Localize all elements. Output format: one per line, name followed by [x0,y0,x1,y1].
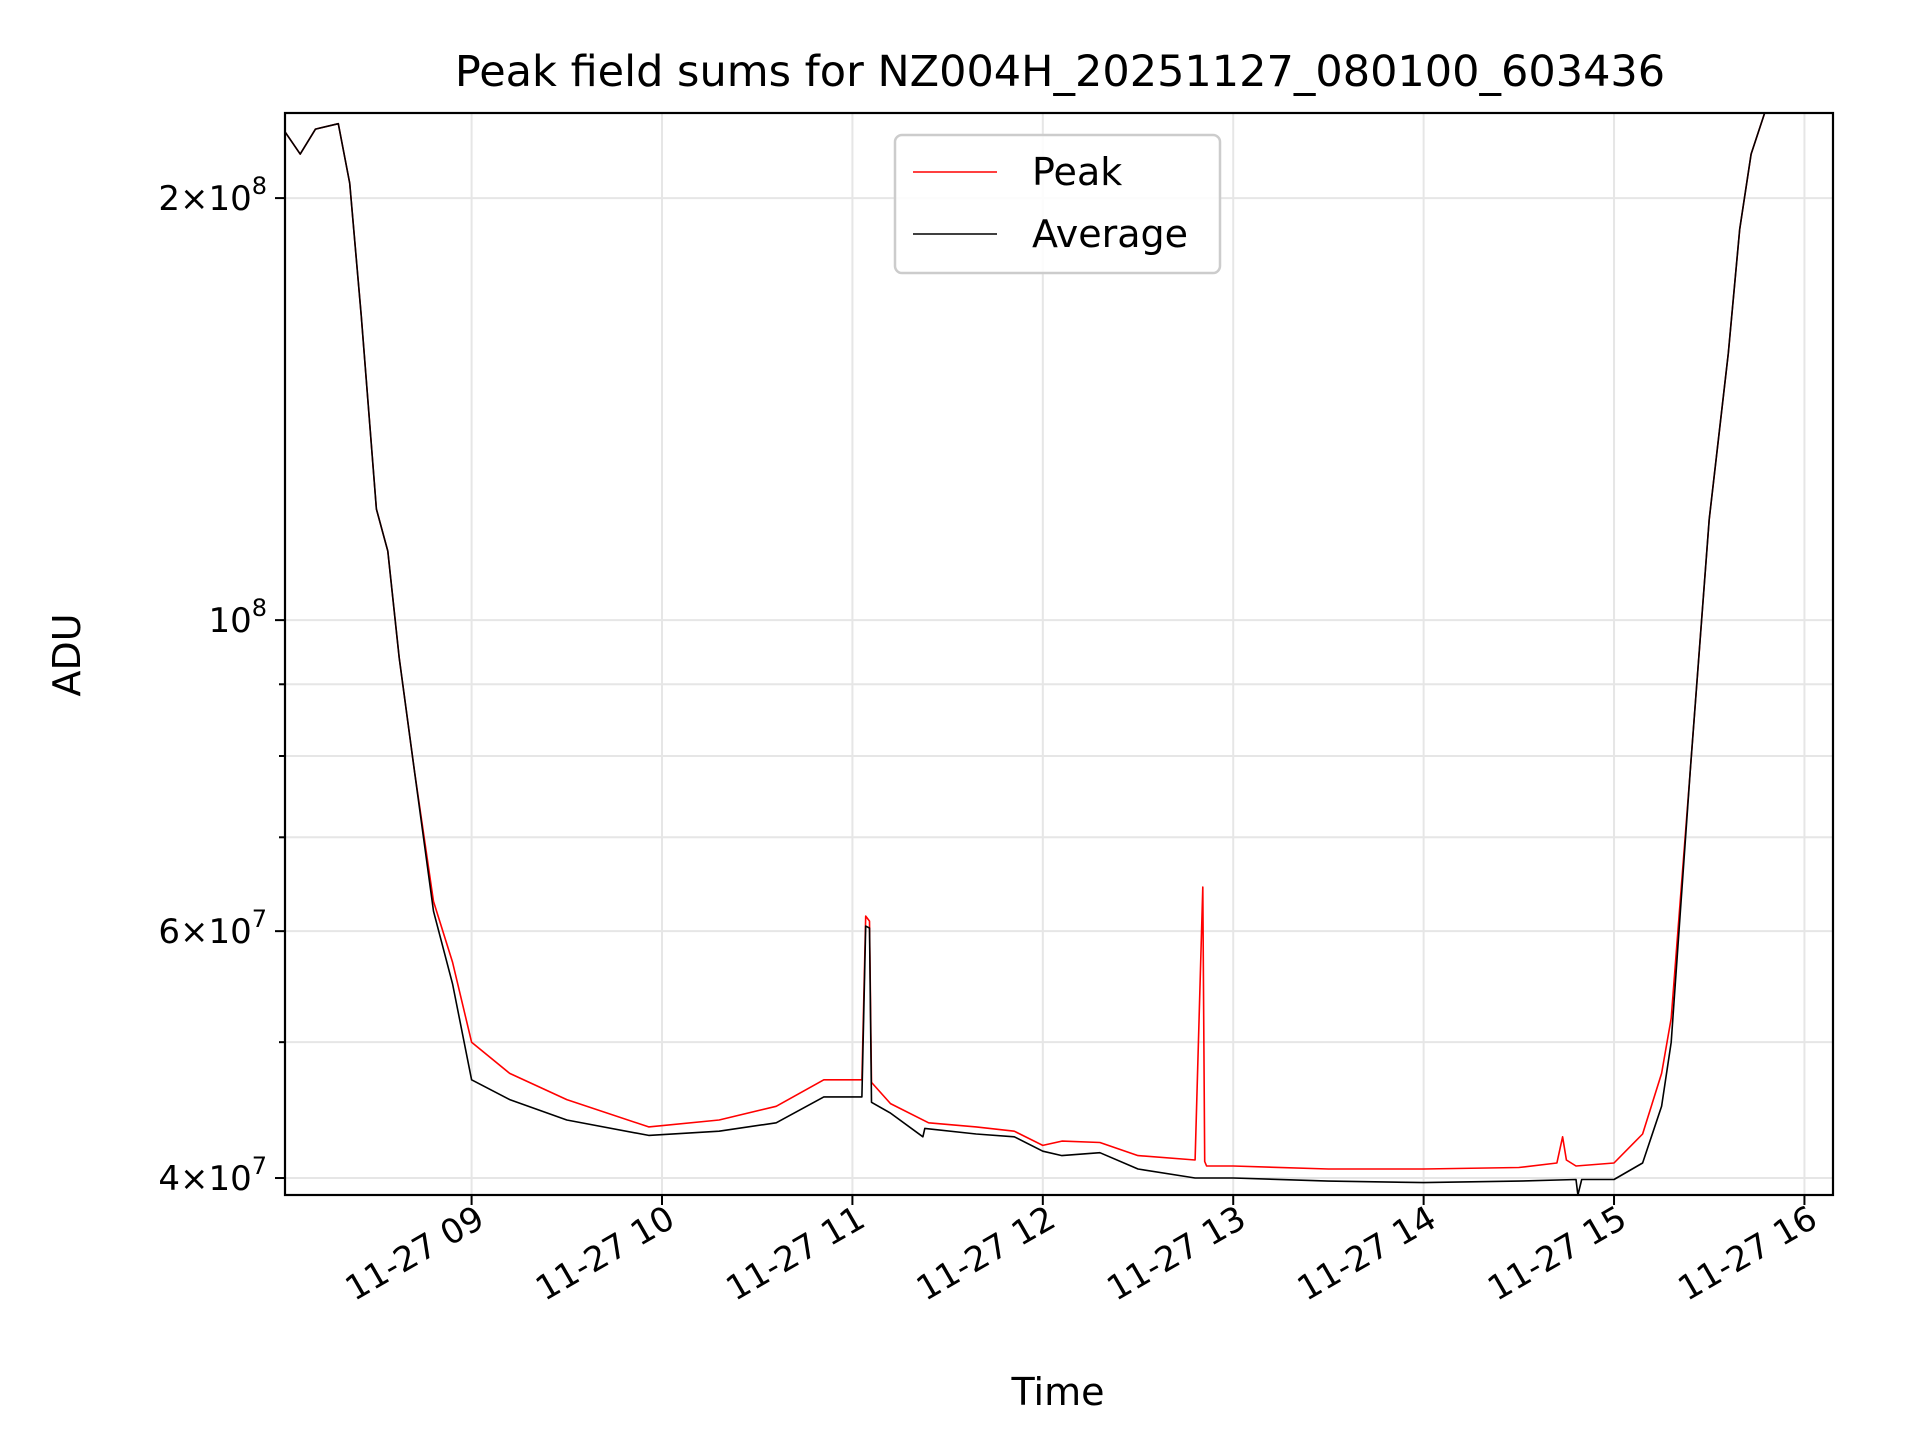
y-tick-mantissa: 10 [208,601,251,641]
y-tick-exponent: 7 [252,905,267,933]
y-tick-mantissa: 2×10 [158,179,251,219]
legend: Peak Average [895,135,1220,273]
legend-peak-label: Peak [1032,150,1122,194]
chart-figure: Peak field sums for NZ004H_20251127_0801… [0,0,1920,1440]
y-tick-label: 4×107 [158,1152,267,1199]
y-tick-label: 2×108 [158,172,267,219]
x-axis-label: Time [1011,1370,1105,1414]
y-tick-exponent: 8 [252,594,267,622]
y-tick-mantissa: 4×10 [158,1159,251,1199]
legend-average-label: Average [1032,212,1188,256]
chart-title: Peak field sums for NZ004H_20251127_0801… [455,47,1665,97]
y-tick-exponent: 8 [252,172,267,200]
y-axis-label: ADU [45,613,89,696]
y-tick-mantissa: 6×10 [158,912,251,952]
y-tick-label: 6×107 [158,905,267,952]
y-tick-exponent: 7 [252,1152,267,1180]
